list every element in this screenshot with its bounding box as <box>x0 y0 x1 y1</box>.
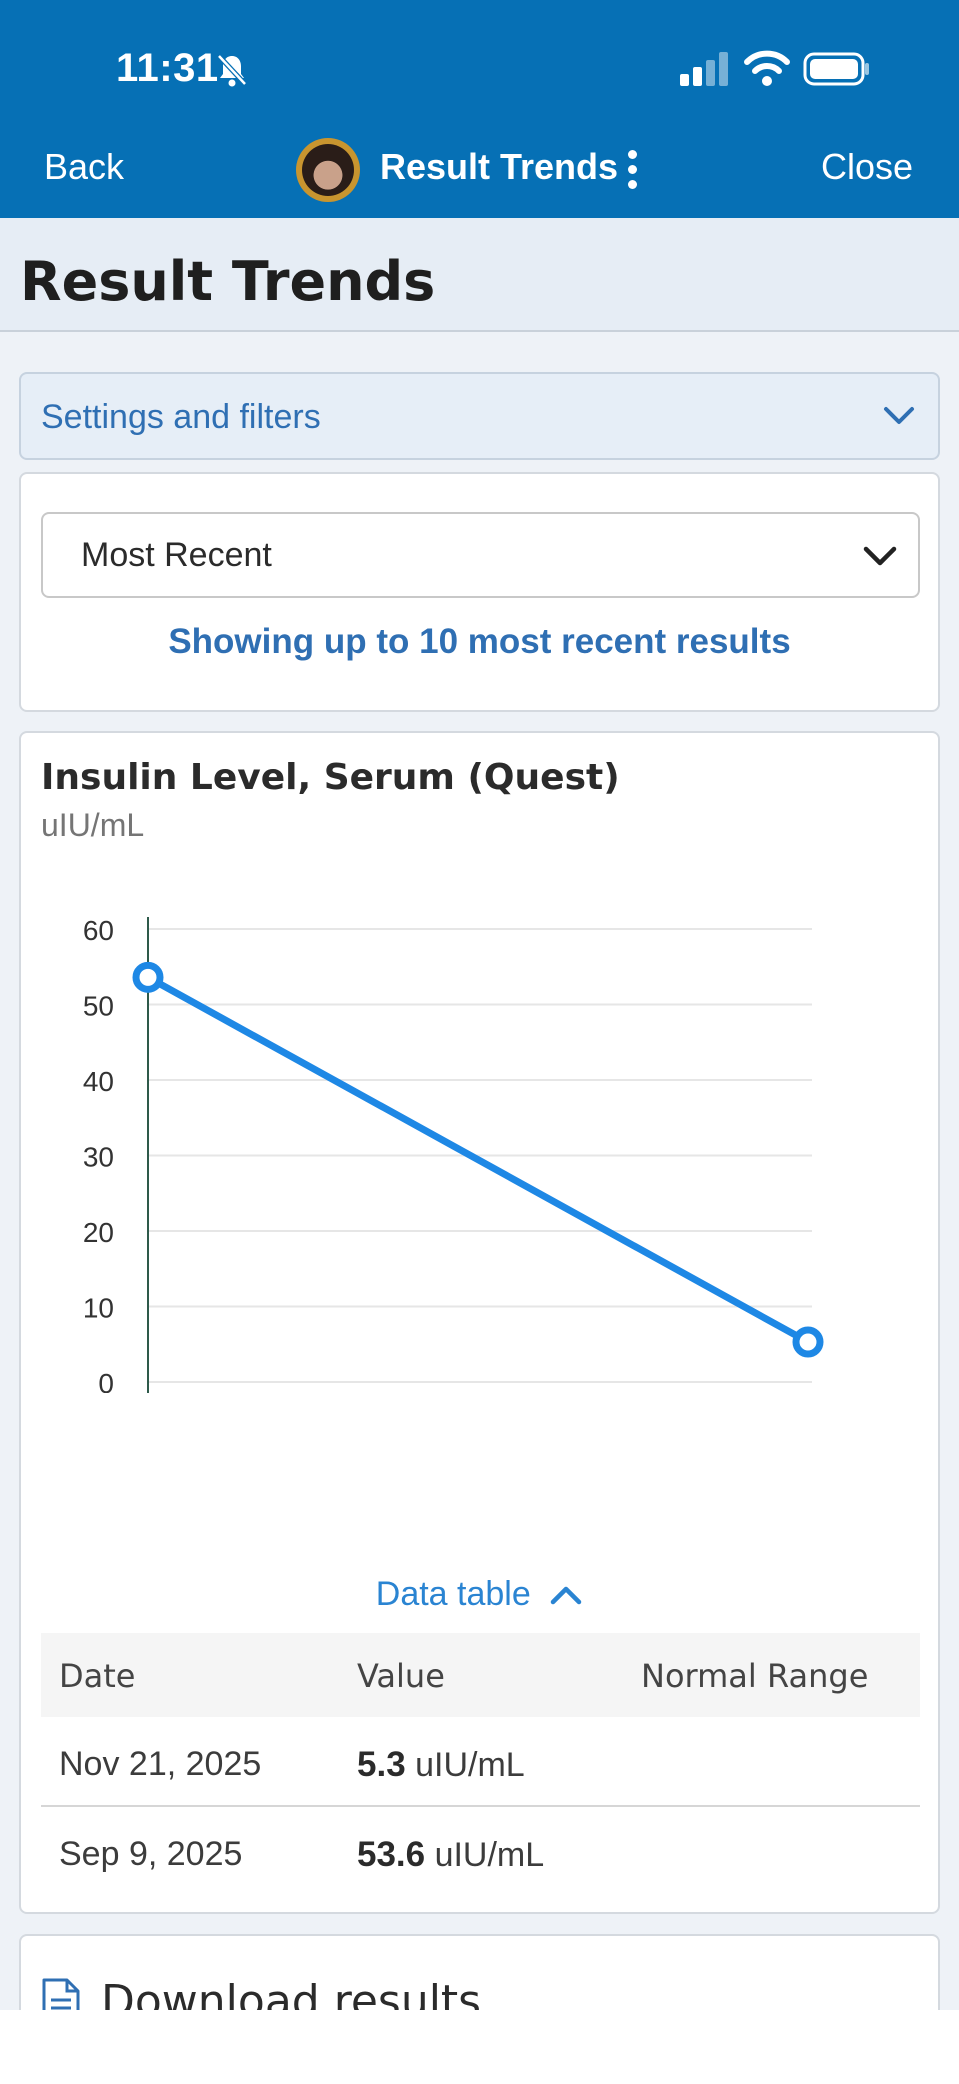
y-tick-label: 20 <box>83 1217 114 1248</box>
avatar[interactable] <box>296 138 360 202</box>
top-bar: 11:31 Back Result Trends Close <box>0 0 959 218</box>
row-date: Sep 9, 2025 <box>59 1835 243 1873</box>
table-header: Date Value Normal Range <box>41 1633 920 1717</box>
y-tick-label: 40 <box>83 1066 114 1097</box>
row-value: 53.6 uIU/mL <box>357 1835 544 1875</box>
row-value-unit: uIU/mL <box>434 1836 545 1874</box>
y-tick-label: 50 <box>83 991 114 1022</box>
result-name: Insulin Level, Serum (Quest) <box>41 757 620 798</box>
bottom-safe-area <box>0 2010 959 2084</box>
result-card: Insulin Level, Serum (Quest) uIU/mL 0 10 2… <box>19 731 940 1914</box>
page-header: Result Trends <box>0 218 959 332</box>
more-options-icon[interactable] <box>620 146 644 194</box>
data-table-toggle[interactable]: Data table <box>21 1575 938 1614</box>
data-table: Date Value Normal Range Nov 21, 2025 5.3… <box>41 1633 920 1897</box>
filter-card: Most Recent Showing up to 10 most recent… <box>19 472 940 712</box>
data-table-toggle-label: Data table <box>375 1575 531 1613</box>
bell-muted-icon <box>217 54 247 87</box>
header-normal-range: Normal Range <box>641 1657 869 1695</box>
status-time: 11:31 <box>116 46 219 90</box>
page-title: Result Trends <box>20 250 436 313</box>
result-filter-select[interactable]: Most Recent <box>41 512 920 598</box>
header-value: Value <box>357 1657 445 1695</box>
data-point <box>792 1326 824 1358</box>
header-date: Date <box>59 1657 136 1695</box>
y-tick-label: 60 <box>83 915 114 946</box>
nav-title: Result Trends <box>380 146 619 187</box>
select-value: Most Recent <box>81 536 272 574</box>
row-date: Nov 21, 2025 <box>59 1745 262 1783</box>
settings-filters-toggle[interactable]: Settings and filters <box>19 372 940 460</box>
y-tick-label: 0 <box>98 1368 114 1393</box>
result-unit: uIU/mL <box>41 807 145 843</box>
close-button[interactable]: Close <box>821 146 914 187</box>
showing-results-text: Showing up to 10 most recent results <box>168 622 791 661</box>
row-value-number: 5.3 <box>357 1745 406 1784</box>
wifi-icon <box>744 50 790 86</box>
row-value: 5.3 uIU/mL <box>357 1745 525 1785</box>
series-line <box>144 973 812 1346</box>
settings-label: Settings and filters <box>41 398 321 436</box>
y-tick-label: 30 <box>83 1142 114 1173</box>
data-point <box>132 961 164 993</box>
row-value-number: 53.6 <box>357 1835 426 1874</box>
trend-chart: 0102030405060Sep 92025Oct 152025Nov 2120… <box>83 915 824 1393</box>
chevron-up-icon <box>550 1586 582 1604</box>
chevron-down-icon <box>863 546 897 566</box>
chevron-down-icon <box>884 407 914 424</box>
y-tick-label: 10 <box>83 1293 114 1324</box>
table-row: Sep 9, 2025 53.6 uIU/mL <box>41 1807 920 1897</box>
row-value-unit: uIU/mL <box>415 1746 525 1784</box>
table-row: Nov 21, 2025 5.3 uIU/mL <box>41 1717 920 1807</box>
battery-icon <box>803 52 869 86</box>
cellular-signal-icon <box>680 52 728 86</box>
back-button[interactable]: Back <box>44 146 125 187</box>
main-content: Result Trends Settings and filters Most … <box>0 218 959 2034</box>
